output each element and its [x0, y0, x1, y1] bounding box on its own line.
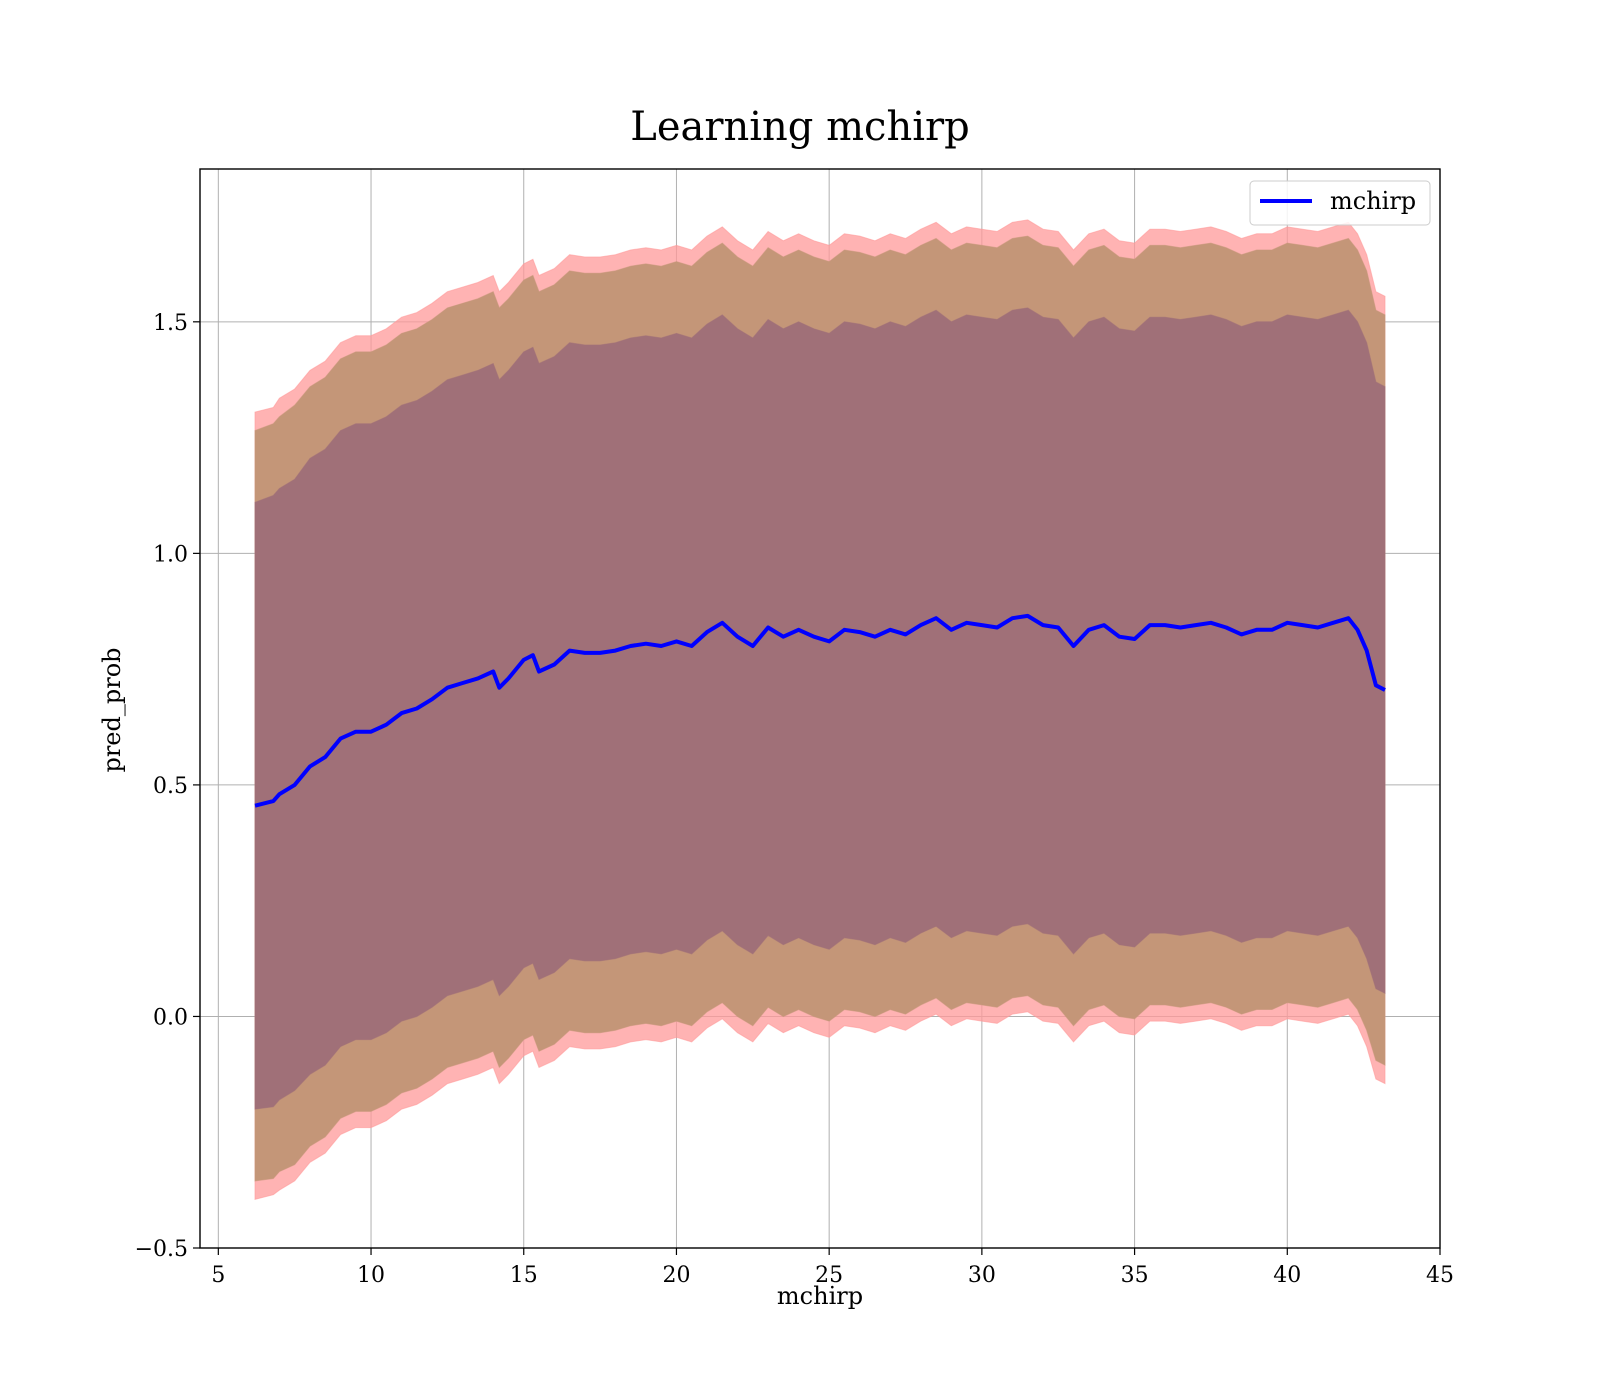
y-axis-ticks: −0.5 0.0 0.5 1.0 1.5 — [135, 311, 200, 1262]
legend: mchirp — [1249, 180, 1431, 226]
x-tick-label: 20 — [662, 1263, 690, 1288]
plot-frame — [199, 168, 1441, 1249]
x-tick-label: 45 — [1426, 1263, 1454, 1288]
x-tick-label: 25 — [815, 1263, 843, 1288]
series — [254, 613, 1386, 808]
x-tick-label: 35 — [1121, 1263, 1149, 1288]
series-line-mchirp — [254, 613, 1386, 808]
x-tick-label: 15 — [510, 1263, 538, 1288]
y-tick-label: 1.5 — [153, 311, 188, 336]
x-axis-label: mchirp — [777, 1282, 863, 1310]
y-tick-label: 1.0 — [153, 542, 188, 567]
x-tick-label: 10 — [357, 1263, 385, 1288]
y-tick-label: 0.0 — [153, 1005, 188, 1030]
y-axis-label: pred_prob — [98, 647, 126, 772]
x-tick-label: 40 — [1273, 1263, 1301, 1288]
chart-title: Learning mchirp — [630, 104, 969, 150]
band-inner — [254, 307, 1386, 1110]
x-tick-label: 30 — [968, 1263, 996, 1288]
legend-label-mchirp: mchirp — [1330, 187, 1416, 215]
y-tick-label: 0.5 — [153, 774, 188, 799]
y-tick-label: −0.5 — [135, 1237, 188, 1262]
bands — [254, 219, 1386, 1201]
legend-box — [1249, 180, 1431, 226]
x-tick-label: 5 — [211, 1263, 225, 1288]
x-axis-ticks: 5 10 15 20 25 30 35 40 45 — [211, 1248, 1454, 1288]
